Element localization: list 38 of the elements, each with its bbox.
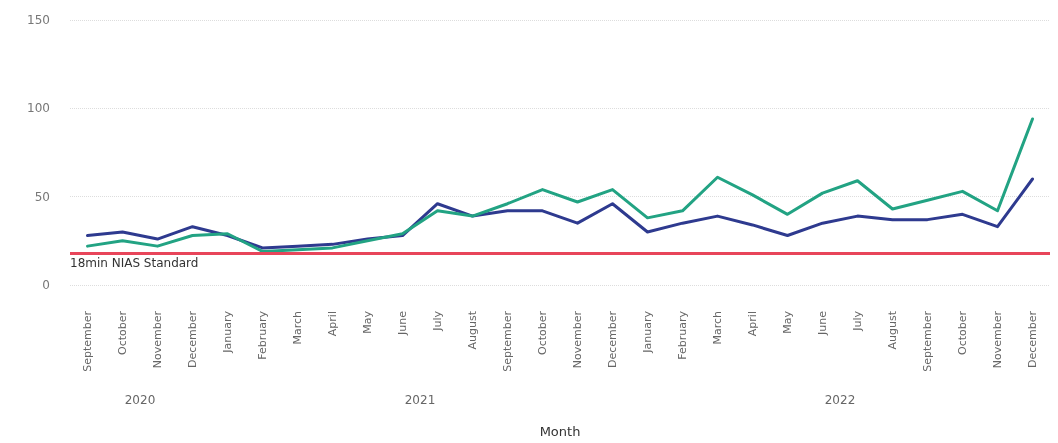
x-tick-label: September: [81, 310, 94, 372]
x-tick-label: October: [116, 310, 129, 356]
x-tick-label: May: [361, 310, 374, 334]
x-tick-label: July: [431, 310, 444, 332]
text: 2021: [404, 393, 436, 407]
x-tick-label: February: [676, 310, 689, 360]
x-tick-label: January: [641, 310, 654, 354]
x-tick-label: February: [256, 310, 269, 360]
y-tick-label: 0: [42, 278, 50, 292]
x-axis-title: Month: [539, 424, 581, 439]
x-tick-label: March: [291, 310, 304, 345]
x-tick-label: October: [956, 310, 969, 356]
x-tick-label: March: [711, 310, 724, 345]
x-tick-label: June: [396, 310, 409, 336]
x-tick-label: August: [886, 310, 899, 350]
text: 2020: [124, 393, 156, 407]
x-tick-label: December: [606, 310, 619, 369]
x-tick-label: November: [151, 310, 164, 369]
x-tick-label: April: [326, 311, 339, 337]
x-tick-label: December: [186, 310, 199, 369]
x-tick-label: November: [991, 310, 1004, 369]
y-tick-label: 50: [34, 189, 50, 204]
x-tick-label: June: [816, 310, 829, 336]
x-tick-label: September: [501, 310, 514, 372]
x-tick-label: April: [746, 311, 759, 337]
x-tick-label: December: [1026, 310, 1039, 369]
x-tick-label: September: [921, 310, 934, 372]
ref-line-label: 18min NIAS Standard: [70, 256, 199, 271]
x-tick-label: August: [466, 310, 479, 350]
x-tick-label: January: [221, 310, 234, 354]
x-tick-label: July: [851, 310, 864, 332]
x-tick-label: October: [536, 310, 549, 356]
y-tick-label: 100: [27, 101, 50, 116]
x-tick-label: May: [781, 310, 794, 334]
line-series: [86, 117, 1034, 253]
y-tick-label: 150: [27, 13, 50, 27]
x-tick-label: November: [571, 310, 584, 369]
text: 2022: [824, 393, 856, 407]
